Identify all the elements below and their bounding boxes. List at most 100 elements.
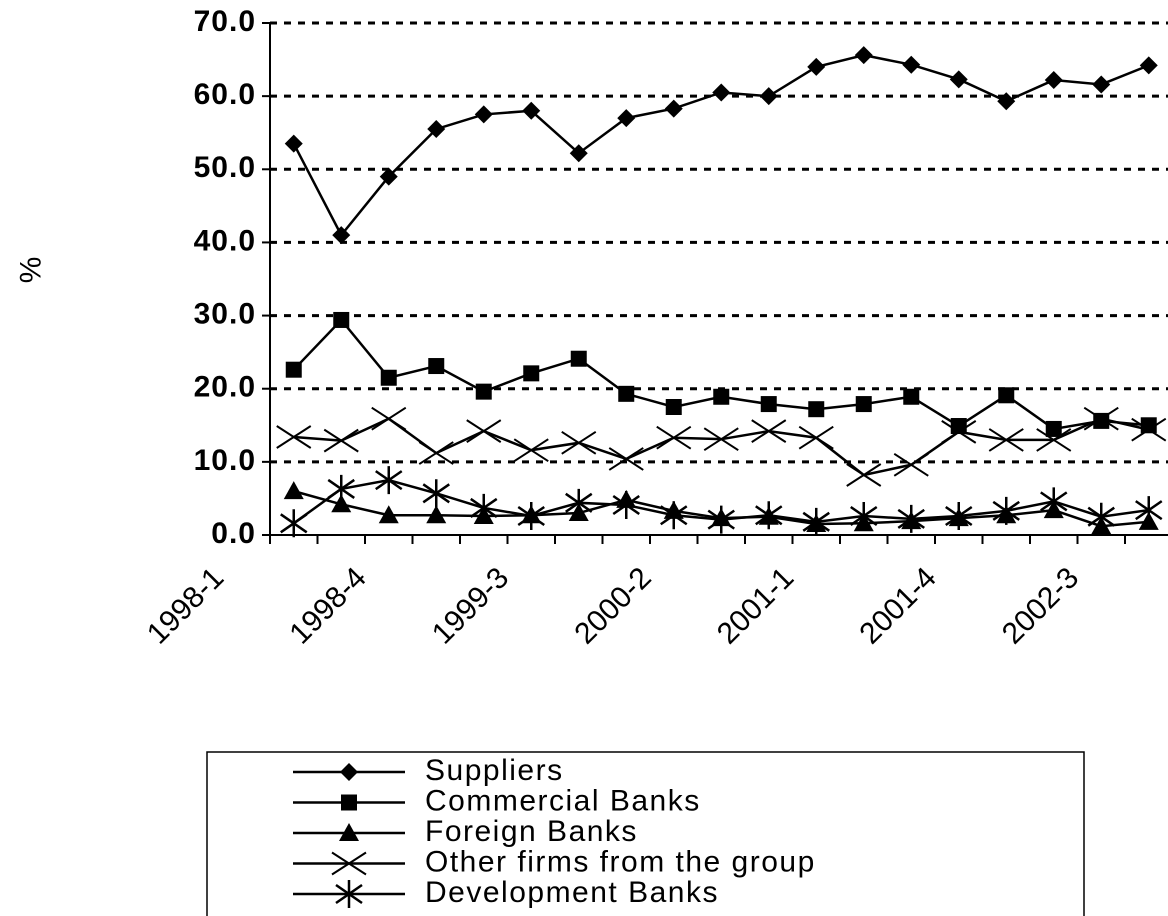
marker [428, 358, 445, 375]
series-line [292, 318, 1149, 431]
marker [332, 226, 351, 245]
marker [949, 70, 968, 89]
marker [802, 507, 830, 536]
marker [664, 99, 683, 118]
marker [1036, 428, 1072, 452]
marker [371, 406, 407, 431]
marker [323, 428, 359, 453]
marker [997, 92, 1016, 111]
marker [475, 383, 492, 400]
marker [284, 134, 303, 153]
marker [760, 396, 777, 413]
series-line [292, 53, 1150, 238]
marker [656, 425, 692, 450]
marker [276, 425, 312, 449]
y-tick-label: 10.0 [194, 444, 256, 477]
y-tick-label: 50.0 [194, 151, 256, 184]
legend-marker [335, 880, 363, 908]
legend-marker [341, 794, 357, 811]
marker [1092, 75, 1111, 94]
y-tick-label: 60.0 [194, 78, 256, 111]
y-tick-label: 70.0 [194, 5, 256, 38]
x-tick-label: 2001-4 [853, 561, 942, 650]
marker [617, 109, 636, 128]
legend-marker [339, 823, 359, 841]
marker [759, 87, 778, 106]
marker [855, 396, 872, 413]
marker [998, 387, 1015, 404]
marker [1087, 502, 1115, 531]
marker [713, 388, 730, 405]
marker [850, 501, 878, 530]
marker [513, 438, 549, 462]
x-tick-label: 1998-1 [141, 561, 230, 650]
marker [903, 388, 920, 405]
marker [612, 491, 640, 520]
marker [375, 466, 403, 495]
marker [1139, 56, 1158, 75]
legend-label: Commercial Banks [425, 784, 701, 817]
marker [333, 311, 350, 328]
marker [379, 167, 398, 186]
y-tick-label: 20.0 [194, 371, 256, 404]
x-tick-label: 1999-3 [426, 561, 515, 650]
marker [561, 431, 597, 455]
marker [1045, 420, 1062, 437]
marker [565, 488, 593, 517]
marker [427, 120, 446, 139]
y-tick-label: 40.0 [194, 224, 256, 257]
marker [703, 427, 739, 452]
marker [1040, 487, 1068, 516]
marker [1135, 496, 1163, 525]
x-tick-label: 1998-4 [283, 561, 372, 650]
marker [712, 83, 731, 102]
marker [569, 144, 588, 163]
marker [846, 463, 882, 487]
marker [422, 479, 450, 508]
y-tick-label: 30.0 [194, 297, 256, 330]
marker [945, 501, 973, 530]
marker [902, 55, 921, 74]
legend-marker [340, 763, 358, 781]
marker [660, 501, 688, 530]
marker [751, 419, 787, 443]
marker [1131, 417, 1167, 442]
marker [280, 509, 308, 538]
marker [466, 419, 502, 443]
marker [378, 505, 399, 524]
marker [755, 501, 783, 530]
marker [1083, 406, 1119, 431]
y-axis-label: % [13, 257, 46, 284]
marker [808, 401, 825, 418]
marker [327, 474, 355, 503]
marker [283, 481, 304, 500]
series-line [293, 417, 1150, 477]
marker [331, 494, 352, 513]
marker [807, 57, 826, 76]
legend-label: Development Banks [425, 876, 719, 909]
marker [522, 101, 541, 120]
marker [893, 452, 929, 477]
legend-label: Other firms from the group [425, 845, 816, 878]
marker [523, 365, 540, 382]
marker [941, 420, 977, 444]
marker [992, 496, 1020, 525]
marker [470, 493, 498, 522]
marker [570, 350, 587, 367]
marker [608, 447, 644, 471]
marker [798, 425, 834, 450]
marker [474, 105, 493, 124]
marker [897, 504, 925, 533]
legend-marker [331, 851, 367, 876]
marker [380, 369, 397, 386]
marker [426, 505, 447, 524]
legend-label: Suppliers [425, 754, 564, 787]
marker [517, 501, 545, 530]
x-tick-label: 2000-2 [568, 561, 657, 650]
x-tick-label: 2002-3 [996, 561, 1085, 650]
marker [618, 385, 635, 402]
marker [1044, 71, 1063, 90]
y-tick-label: 0.0 [211, 517, 256, 550]
